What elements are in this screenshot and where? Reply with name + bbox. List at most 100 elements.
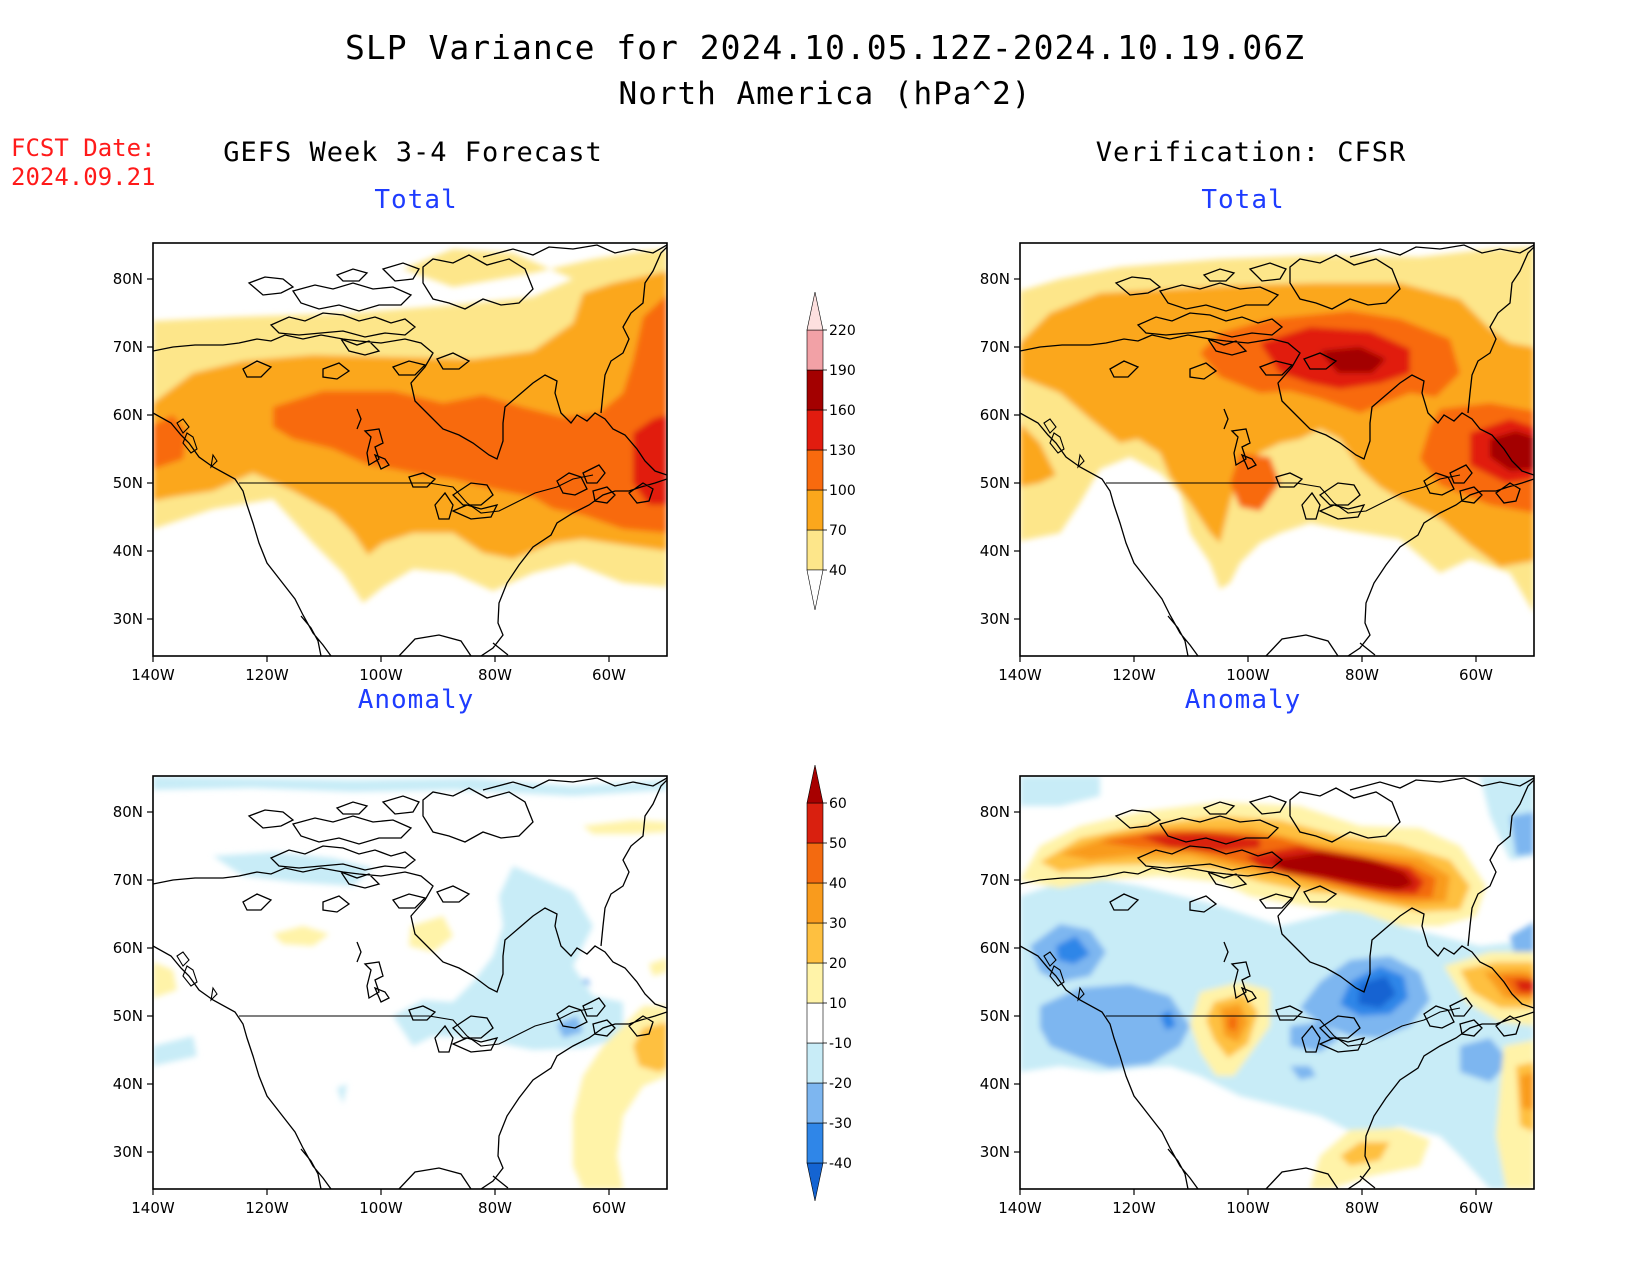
forecast-anomaly-lat-label: 50N xyxy=(113,1007,143,1025)
total-colorbar-label: 160 xyxy=(829,403,856,419)
forecast-anomaly-lat-label: 70N xyxy=(113,871,143,889)
verif-anomaly-lat-label: 60N xyxy=(980,939,1010,957)
anomaly-colorbar-label: -10 xyxy=(829,1036,852,1052)
anomaly-colorbar-swatch xyxy=(806,962,824,1004)
total-colorbar-label: 220 xyxy=(829,323,856,339)
forecast-total-lat-label: 30N xyxy=(113,610,143,628)
forecast-anomaly-contour-fill xyxy=(153,776,667,1104)
total-colorbar-bottom-triangle xyxy=(806,569,824,611)
forecast-anomaly-lon-label: 80W xyxy=(478,1199,512,1217)
total-colorbar-swatch xyxy=(806,529,824,571)
verif-total-lon-label: 100W xyxy=(1226,666,1270,684)
fcst-date-value: 2024.09.21 xyxy=(11,163,156,191)
total-colorbar-label: 100 xyxy=(829,483,856,499)
forecast-anomaly-lon-label: 140W xyxy=(131,1199,175,1217)
forecast-total-lat-label: 80N xyxy=(113,270,143,288)
anomaly-colorbar-swatch xyxy=(806,1002,824,1044)
forecast-total-lat-label: 40N xyxy=(113,542,143,560)
forecast-anomaly-lat-label: 30N xyxy=(113,1143,143,1161)
verif-total-lat-label: 60N xyxy=(980,406,1010,424)
forecast-anomaly-lat-label: 60N xyxy=(113,939,143,957)
anomaly-colorbar-swatch xyxy=(806,1042,824,1084)
verif-anomaly-subtitle: Anomaly xyxy=(1184,685,1302,715)
verif-total-lat-label: 70N xyxy=(980,338,1010,356)
anomaly-colorbar-label: -30 xyxy=(829,1116,852,1132)
main-subtitle: North America (hPa^2) xyxy=(618,76,1032,112)
verif-anomaly-lon-label: 100W xyxy=(1226,1199,1270,1217)
total-colorbar-swatch xyxy=(806,449,824,491)
forecast-anomaly-subtitle: Anomaly xyxy=(357,685,475,715)
forecast-total-lon-label: 120W xyxy=(245,666,289,684)
forecast-total-shading xyxy=(153,244,667,656)
verif-anomaly-contour-fill xyxy=(1358,976,1396,1008)
verif-anomaly-frame xyxy=(1019,775,1535,1190)
verif-anomaly-lat-label: 50N xyxy=(980,1007,1010,1025)
forecast-total-lon-label: 140W xyxy=(131,666,175,684)
verif-anomaly-contour-fill xyxy=(1020,776,1534,1189)
verif-total-contour-fill xyxy=(1320,347,1534,471)
anomaly-colorbar-swatch xyxy=(806,1122,824,1164)
verif-anomaly-shading xyxy=(1020,776,1534,1189)
anomaly-colorbar-label: 40 xyxy=(829,876,847,892)
forecast-anomaly-lat-label: 80N xyxy=(113,803,143,821)
anomaly-colorbar-swatch xyxy=(806,922,824,964)
verif-total-lat-label: 50N xyxy=(980,474,1010,492)
forecast-anomaly-lon-label: 120W xyxy=(245,1199,289,1217)
verif-total-lon-label: 120W xyxy=(1112,666,1156,684)
total-colorbar-label: 70 xyxy=(829,523,847,539)
verif-total-lat-label: 80N xyxy=(980,270,1010,288)
anomaly-colorbar-label: -40 xyxy=(829,1156,852,1172)
total-colorbar-top-triangle xyxy=(806,291,824,331)
anomaly-colorbar-swatch xyxy=(806,882,824,924)
anomaly-colorbar-label: 60 xyxy=(829,796,847,812)
verif-total-shading xyxy=(1020,244,1534,656)
forecast-anomaly-shading xyxy=(153,776,667,1189)
verif-anomaly-lat-label: 80N xyxy=(980,803,1010,821)
forecast-anomaly-contour-fill xyxy=(153,820,667,1189)
verif-anomaly-panel: 80N 70N 60N 50N 40N 30N 140W 120W 100W 80W 60W xyxy=(980,775,1535,1217)
verif-anomaly-lon-label: 120W xyxy=(1112,1199,1156,1217)
forecast-total-frame xyxy=(152,242,668,657)
forecast-total-contour-fill xyxy=(153,295,667,533)
anomaly-colorbar-swatch xyxy=(806,842,824,884)
total-colorbar-label: 40 xyxy=(829,563,847,579)
forecast-anomaly-lon-label: 60W xyxy=(592,1199,626,1217)
verif-anomaly-contour-fill xyxy=(1100,830,1534,1032)
fcst-date-label: FCST Date: xyxy=(11,134,156,162)
anomaly-colorbar-swatch xyxy=(806,1082,824,1124)
forecast-total-lon-label: 80W xyxy=(478,666,512,684)
verif-anomaly-lon-label: 140W xyxy=(998,1199,1042,1217)
forecast-total-subtitle: Total xyxy=(374,185,458,215)
verif-total-lat-label: 30N xyxy=(980,610,1010,628)
anomaly-colorbar-top-triangle xyxy=(806,764,824,804)
verif-anomaly-contour-fill xyxy=(1030,812,1534,1082)
forecast-total-panel: 80N 70N 60N 50N 40N 30N 140W 120W 100W 80W 60W xyxy=(113,242,668,684)
forecast-anomaly-lat-label: 40N xyxy=(113,1075,143,1093)
anomaly-colorbar-label: 30 xyxy=(829,916,847,932)
verif-total-subtitle: Total xyxy=(1201,185,1285,215)
total-colorbar-swatch xyxy=(806,489,824,531)
verif-anomaly-lon-label: 80W xyxy=(1345,1199,1379,1217)
forecast-total-lat-label: 70N xyxy=(113,338,143,356)
verif-total-lon-label: 140W xyxy=(998,666,1042,684)
anomaly-colorbar-label: 50 xyxy=(829,836,847,852)
forecast-total-lat-label: 50N xyxy=(113,474,143,492)
forecast-anomaly-frame xyxy=(152,775,668,1190)
total-colorbar-swatch xyxy=(806,329,824,371)
forecast-anomaly-panel: 80N 70N 60N 50N 40N 30N 140W 120W 100W 80W 60W xyxy=(113,775,668,1217)
verif-total-lon-label: 60W xyxy=(1459,666,1493,684)
verif-anomaly-lat-label: 40N xyxy=(980,1075,1010,1093)
column-header-verification: Verification: CFSR xyxy=(1095,137,1407,168)
anomaly-colorbar-label: 20 xyxy=(829,956,847,972)
verif-total-frame xyxy=(1019,242,1535,657)
anomaly-colorbar-label: -20 xyxy=(829,1076,852,1092)
total-colorbar-label: 190 xyxy=(829,363,856,379)
total-colorbar-label: 130 xyxy=(829,443,856,459)
verif-anomaly-contour-fill xyxy=(1060,828,1534,1110)
forecast-anomaly-contour-fill xyxy=(633,1022,667,1072)
anomaly-colorbar-bottom-triangle xyxy=(806,1162,824,1202)
anomaly-colorbar-label: 10 xyxy=(829,996,847,1012)
anomaly-colorbar-swatch xyxy=(806,802,824,844)
verif-total-panel: 80N 70N 60N 50N 40N 30N 140W 120W 100W 80W 60W xyxy=(980,242,1535,684)
verif-anomaly-lat-label: 70N xyxy=(980,871,1010,889)
